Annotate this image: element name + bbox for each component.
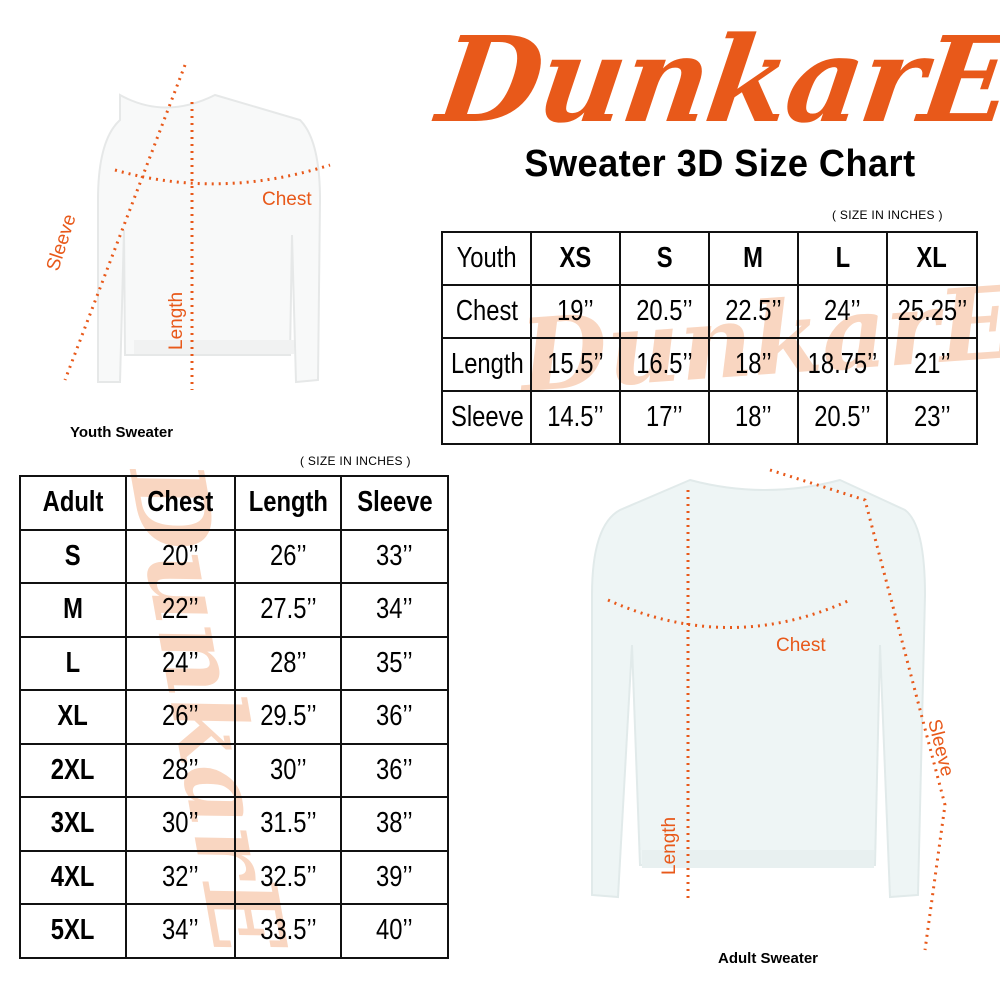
table-cell: 40’’ (340, 903, 449, 959)
table-cell: 17’’ (619, 390, 710, 445)
table-cell: 24’’ (797, 284, 888, 339)
table-cell: 29.5’’ (234, 689, 342, 745)
table-row: 4XL 32’’ 32.5’’ 39’’ (19, 849, 449, 905)
adult-chest-measure (607, 598, 851, 629)
table-row: Length 15.5’’ 16.5’’ 18’’ 18.75’’ 21’’ (441, 337, 978, 392)
table-cell: 28’’ (125, 742, 236, 798)
youth-sleeve-label: Sleeve (43, 212, 81, 274)
table-cell: 15.5’’ (530, 337, 621, 392)
table-row: S 20’’ 26’’ 33’’ (19, 528, 449, 584)
row-label: S (19, 528, 127, 584)
table-cell: 21’’ (886, 337, 978, 392)
table-row: Chest 19’’ 20.5’’ 22.5’’ 24’’ 25.25’’ (441, 284, 978, 339)
header-cell: Length (234, 475, 342, 531)
table-cell: 36’’ (340, 689, 449, 745)
adult-units-note: ( SIZE IN INCHES ) (300, 454, 411, 468)
row-label: Length (441, 337, 532, 392)
header-cell: Sleeve (340, 475, 449, 531)
table-header-row: Youth XS S M L XL (441, 231, 978, 286)
header-cell: Chest (125, 475, 236, 531)
table-row: Sleeve 14.5’’ 17’’ 18’’ 20.5’’ 23’’ (441, 390, 978, 445)
page-title: Sweater 3D Size Chart (524, 143, 916, 185)
youth-units-note: ( SIZE IN INCHES ) (832, 208, 943, 222)
table-cell: 34’’ (340, 582, 449, 638)
table-cell: 23’’ (886, 390, 978, 445)
adult-sleeve-label: Sleeve (923, 717, 957, 778)
row-label: M (19, 582, 127, 638)
table-row: XL 26’’ 29.5’’ 36’’ (19, 689, 449, 745)
table-header-row: Adult Chest Length Sleeve (19, 475, 449, 531)
adult-length-label: Length (659, 817, 680, 875)
header-cell: L (797, 231, 888, 286)
table-cell: 19’’ (530, 284, 621, 339)
row-label: Sleeve (441, 390, 532, 445)
table-cell: 22’’ (125, 582, 236, 638)
table-row: 5XL 34’’ 33.5’’ 40’’ (19, 903, 449, 959)
youth-sweater-caption: Youth Sweater (70, 424, 174, 441)
youth-length-label: Length (166, 292, 187, 350)
header-cell: XS (530, 231, 621, 286)
adult-size-table: Adult Chest Length Sleeve S 20’’ 26’’ 33’’ M… (19, 475, 449, 959)
header-cell: XL (886, 231, 978, 286)
table-cell: 20’’ (125, 528, 236, 584)
table-cell: 20.5’’ (619, 284, 710, 339)
table-cell: 20.5’’ (797, 390, 888, 445)
table-cell: 32.5’’ (234, 849, 342, 905)
row-label: XL (19, 689, 127, 745)
row-label: 5XL (19, 903, 127, 959)
table-cell: 30’’ (125, 796, 236, 852)
table-cell: 22.5’’ (708, 284, 799, 339)
table-cell: 14.5’’ (530, 390, 621, 445)
table-cell: 32’’ (125, 849, 236, 905)
adult-chest-label: Chest (776, 635, 826, 656)
header-cell: Adult (19, 475, 127, 531)
adult-sweater-illustration: Chest Length Sleeve (591, 468, 958, 951)
table-cell: 39’’ (340, 849, 449, 905)
header-cell: Youth (441, 231, 532, 286)
table-row: L 24’’ 28’’ 35’’ (19, 635, 449, 691)
table-cell: 38’’ (340, 796, 449, 852)
table-cell: 36’’ (340, 742, 449, 798)
row-label: L (19, 635, 127, 691)
youth-chest-measure (114, 163, 331, 186)
table-cell: 18’’ (708, 390, 799, 445)
table-cell: 25.25’’ (886, 284, 978, 339)
table-row: 3XL 30’’ 31.5’’ 38’’ (19, 796, 449, 852)
table-cell: 28’’ (234, 635, 342, 691)
table-cell: 33’’ (340, 528, 449, 584)
header-cell: S (619, 231, 710, 286)
table-cell: 24’’ (125, 635, 236, 691)
table-cell: 18.75’’ (797, 337, 888, 392)
table-cell: 35’’ (340, 635, 449, 691)
table-cell: 26’’ (234, 528, 342, 584)
youth-size-table: Youth XS S M L XL Chest 19’’ 20.5’’ 22.5… (441, 231, 978, 445)
table-cell: 31.5’’ (234, 796, 342, 852)
youth-sleeve-measure (63, 64, 187, 381)
row-label: 2XL (19, 742, 127, 798)
brand-logo: DunkarE (430, 10, 1000, 149)
youth-chest-label: Chest (262, 189, 312, 210)
youth-sweater-illustration: Chest Length Sleeve (43, 64, 331, 390)
table-cell: 26’’ (125, 689, 236, 745)
row-label: Chest (441, 284, 532, 339)
table-row: M 22’’ 27.5’’ 34’’ (19, 582, 449, 638)
row-label: 4XL (19, 849, 127, 905)
table-cell: 34’’ (125, 903, 236, 959)
adult-sleeve-measure (769, 468, 947, 951)
table-cell: 27.5’’ (234, 582, 342, 638)
table-cell: 18’’ (708, 337, 799, 392)
table-row: 2XL 28’’ 30’’ 36’’ (19, 742, 449, 798)
header-cell: M (708, 231, 799, 286)
table-cell: 33.5’’ (234, 903, 342, 959)
adult-sweater-caption: Adult Sweater (718, 950, 819, 967)
table-cell: 30’’ (234, 742, 342, 798)
table-cell: 16.5’’ (619, 337, 710, 392)
row-label: 3XL (19, 796, 127, 852)
